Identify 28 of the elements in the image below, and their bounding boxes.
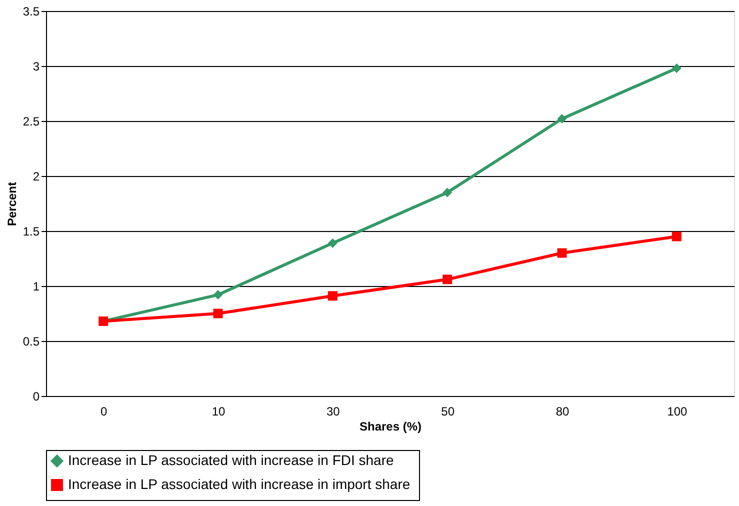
point xyxy=(672,232,682,242)
point xyxy=(557,114,567,124)
point xyxy=(557,248,567,258)
point xyxy=(672,63,682,73)
x-axis-title: Shares (%) xyxy=(359,420,422,434)
y-tick-label: 3 xyxy=(32,60,40,74)
x-tick-label: 100 xyxy=(667,404,688,418)
y-tick-label: 0 xyxy=(32,390,40,404)
y-tick-label: 2.5 xyxy=(22,114,40,128)
y-tick-label: 3.5 xyxy=(22,4,40,18)
x-tick-label: 10 xyxy=(212,404,226,418)
x-tick-label: 30 xyxy=(326,404,340,418)
x-tick-label: 50 xyxy=(441,404,455,418)
x-tick-label: 80 xyxy=(556,404,570,418)
x-tick-label: 0 xyxy=(100,404,108,418)
point xyxy=(213,308,223,318)
point xyxy=(328,291,338,301)
y-tick-label: 2 xyxy=(32,170,40,184)
point xyxy=(442,274,452,284)
y-tick-label: 1 xyxy=(32,280,40,294)
legend-label: Increase in LP associated with increase in FDI share xyxy=(68,452,394,468)
y-tick-label: 0.5 xyxy=(22,334,40,348)
point xyxy=(213,290,223,300)
y-axis-title: Percent xyxy=(4,182,19,226)
point xyxy=(442,188,452,198)
point xyxy=(328,238,338,248)
legend-label: Increase in LP associated with increase in import share xyxy=(68,476,410,492)
y-tick-label: 1.5 xyxy=(22,224,40,238)
